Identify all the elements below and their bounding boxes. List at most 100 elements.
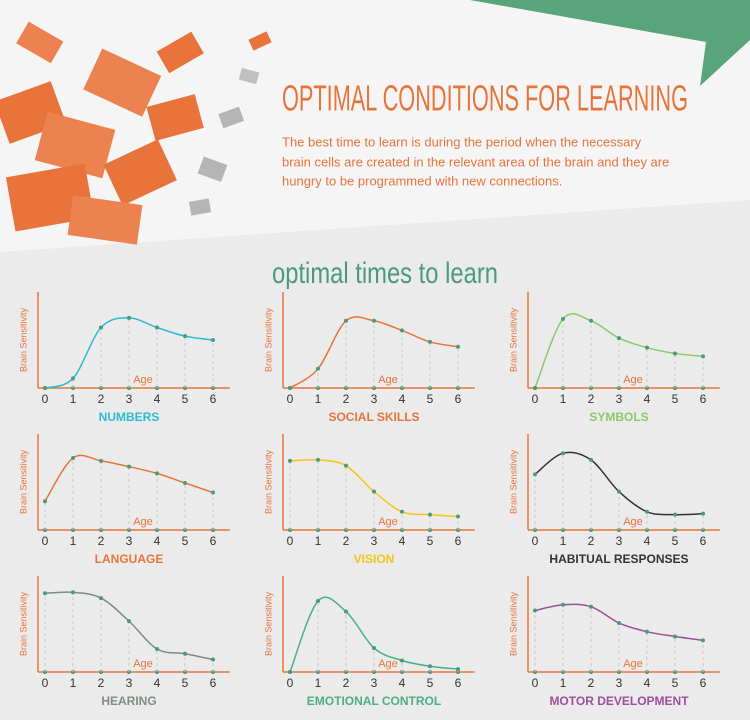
x-tick-label: 0 bbox=[287, 392, 294, 406]
ribbon bbox=[470, 0, 750, 86]
chart-title: HEARING bbox=[101, 694, 156, 708]
intro-line: brain cells are created in the relevant … bbox=[282, 154, 669, 169]
point bbox=[99, 458, 103, 463]
x-tick-label: 4 bbox=[399, 392, 406, 406]
x-tick-label: 4 bbox=[399, 534, 406, 548]
point bbox=[288, 386, 292, 390]
x-tick-label: 5 bbox=[427, 392, 434, 406]
x-axis-label: Age bbox=[133, 516, 153, 528]
point bbox=[589, 457, 593, 462]
x-axis-label: Age bbox=[378, 516, 398, 528]
point bbox=[561, 602, 565, 607]
point bbox=[127, 619, 131, 624]
x-tick-label: 6 bbox=[210, 534, 217, 548]
point bbox=[645, 629, 649, 634]
x-tick-label: 1 bbox=[315, 534, 322, 548]
x-tick-label: 4 bbox=[154, 392, 161, 406]
point bbox=[288, 458, 292, 463]
y-axis-label: Brain Sensitivity bbox=[263, 307, 273, 372]
x-tick-label: 6 bbox=[210, 676, 217, 690]
chart-title: SOCIAL SKILLS bbox=[328, 410, 419, 424]
point bbox=[561, 451, 565, 456]
point bbox=[372, 489, 376, 494]
x-tick-label: 4 bbox=[154, 534, 161, 548]
x-tick-label: 3 bbox=[371, 676, 378, 690]
x-tick-label: 3 bbox=[616, 392, 623, 406]
x-axis-label: Age bbox=[133, 658, 153, 670]
x-tick-label: 2 bbox=[588, 392, 595, 406]
chart-title: NUMBERS bbox=[99, 410, 160, 424]
y-axis-label: Brain Sensitivity bbox=[263, 591, 273, 656]
point bbox=[316, 457, 320, 462]
chart-title: HABITUAL RESPONSES bbox=[549, 552, 688, 566]
point bbox=[183, 480, 187, 485]
point bbox=[673, 351, 677, 356]
x-tick-label: 1 bbox=[70, 392, 77, 406]
intro-line: hungry to be programmed with new connect… bbox=[282, 173, 562, 188]
x-tick-label: 1 bbox=[560, 534, 567, 548]
x-axis-label: Age bbox=[378, 658, 398, 670]
point bbox=[99, 325, 103, 330]
point bbox=[344, 463, 348, 468]
header-background bbox=[0, 0, 750, 252]
chart-title: SYMBOLS bbox=[589, 410, 648, 424]
point bbox=[533, 386, 537, 390]
x-tick-label: 2 bbox=[98, 676, 105, 690]
x-tick-label: 3 bbox=[616, 534, 623, 548]
section-title: optimal times to learn bbox=[272, 257, 498, 290]
x-tick-label: 5 bbox=[182, 676, 189, 690]
x-tick-label: 1 bbox=[70, 534, 77, 548]
x-tick-label: 3 bbox=[126, 534, 133, 548]
x-tick-label: 4 bbox=[644, 392, 651, 406]
x-tick-label: 6 bbox=[700, 392, 707, 406]
point bbox=[533, 608, 537, 613]
point bbox=[617, 336, 621, 341]
y-axis-label: Brain Sensitivity bbox=[508, 449, 518, 514]
x-tick-label: 5 bbox=[182, 392, 189, 406]
x-tick-label: 4 bbox=[154, 676, 161, 690]
x-tick-label: 1 bbox=[315, 392, 322, 406]
x-tick-label: 2 bbox=[343, 392, 350, 406]
point bbox=[372, 318, 376, 323]
x-tick-label: 3 bbox=[126, 676, 133, 690]
point bbox=[456, 667, 460, 672]
x-tick-label: 5 bbox=[672, 676, 679, 690]
x-tick-label: 1 bbox=[560, 676, 567, 690]
x-tick-label: 2 bbox=[343, 676, 350, 690]
point bbox=[456, 514, 460, 519]
y-axis-label: Brain Sensitivity bbox=[18, 449, 28, 514]
point bbox=[99, 596, 103, 601]
x-tick-label: 1 bbox=[70, 676, 77, 690]
point bbox=[43, 499, 47, 504]
point bbox=[701, 638, 705, 643]
point bbox=[316, 366, 320, 371]
x-tick-label: 5 bbox=[672, 392, 679, 406]
x-tick-label: 6 bbox=[700, 534, 707, 548]
point bbox=[211, 657, 215, 662]
chart-title: EMOTIONAL CONTROL bbox=[307, 694, 441, 708]
point bbox=[701, 354, 705, 359]
point bbox=[701, 511, 705, 516]
point bbox=[344, 318, 348, 323]
x-tick-label: 0 bbox=[532, 676, 539, 690]
point bbox=[428, 512, 432, 517]
intro-line: The best time to learn is during the per… bbox=[282, 134, 642, 149]
page-title: OPTIMAL CONDITIONS FOR LEARNING bbox=[282, 78, 688, 119]
point bbox=[428, 664, 432, 669]
x-tick-label: 4 bbox=[644, 534, 651, 548]
point bbox=[127, 464, 131, 469]
x-tick-label: 5 bbox=[672, 534, 679, 548]
x-tick-label: 5 bbox=[182, 534, 189, 548]
point bbox=[673, 512, 677, 517]
y-axis-label: Brain Sensitivity bbox=[263, 449, 273, 514]
x-tick-label: 6 bbox=[455, 676, 462, 690]
point bbox=[617, 621, 621, 626]
x-tick-label: 4 bbox=[644, 676, 651, 690]
x-axis-label: Age bbox=[378, 374, 398, 386]
chart-title: VISION bbox=[354, 552, 395, 566]
x-tick-label: 1 bbox=[315, 676, 322, 690]
point bbox=[43, 591, 47, 596]
point bbox=[43, 386, 47, 390]
point bbox=[211, 490, 215, 495]
x-tick-label: 0 bbox=[287, 676, 294, 690]
